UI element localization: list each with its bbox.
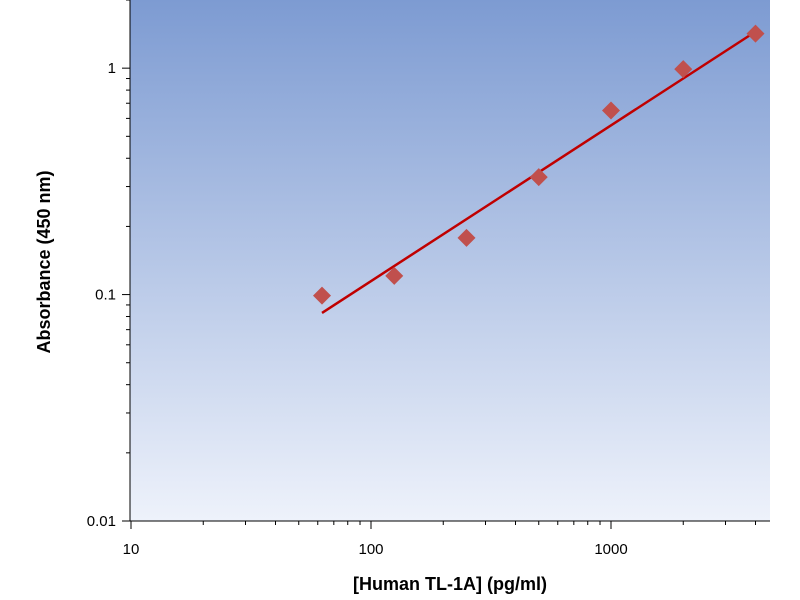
axes: 10 100 1000 0.01 0.1 1 (87, 0, 770, 558)
x-tick-label: 1000 (594, 541, 627, 558)
data-point (602, 101, 620, 120)
data-point (313, 286, 332, 305)
plot-area (130, 0, 770, 521)
y-axis-title: Absorbance (450 nm) (34, 170, 54, 353)
x-tick-label: 10 (123, 541, 140, 558)
data-point (746, 24, 765, 43)
data-point (674, 60, 693, 79)
data-point (529, 168, 548, 187)
y-tick-label: 1 (108, 60, 116, 77)
data-point (385, 266, 404, 285)
y-tick-label: 0.01 (87, 513, 116, 530)
y-tick-label: 0.1 (95, 287, 116, 304)
x-axis-title: [Human TL-1A] (pg/ml) (353, 574, 547, 594)
data-points-layer (313, 24, 765, 305)
x-tick-label: 100 (358, 541, 383, 558)
data-point (457, 228, 476, 247)
